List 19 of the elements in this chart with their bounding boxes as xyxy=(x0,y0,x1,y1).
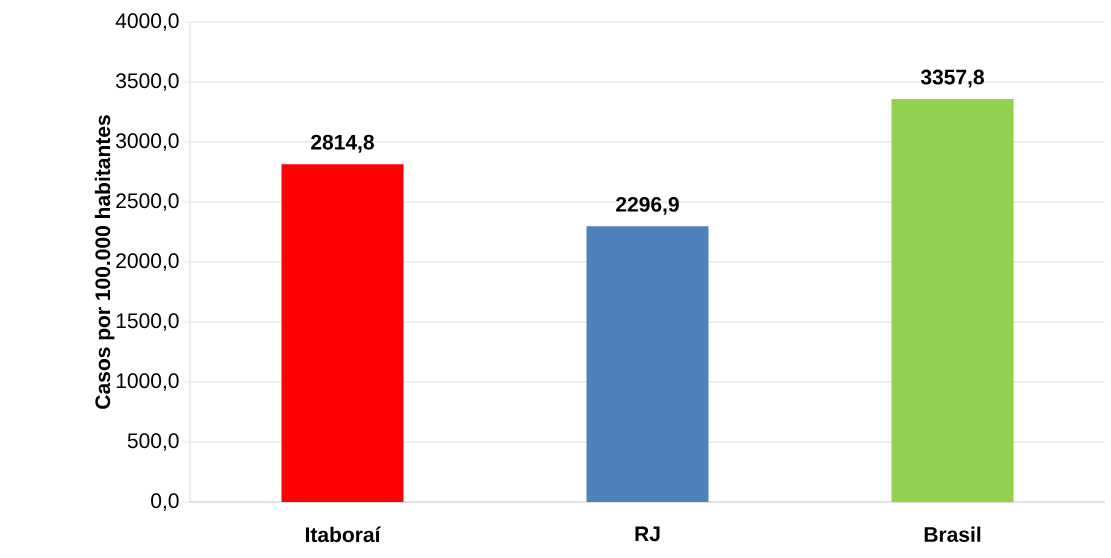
y-tick-label: 0,0 xyxy=(151,493,179,511)
y-tick-label: 2000,0 xyxy=(116,253,179,271)
x-tick-label: Brasil xyxy=(924,526,981,542)
y-tick-label: 500,0 xyxy=(127,433,179,451)
y-tick-label: 3500,0 xyxy=(116,73,179,91)
bar xyxy=(281,164,404,502)
y-tick-label: 1000,0 xyxy=(116,373,179,391)
data-label: 2296,9 xyxy=(616,196,679,215)
x-tick-label: Itaboraí xyxy=(305,526,381,543)
y-tick-label: 3000,0 xyxy=(116,133,179,151)
bar xyxy=(586,226,709,502)
data-label: 3357,8 xyxy=(920,69,984,88)
y-axis-title: Casos por 100.000 habitantes xyxy=(94,115,115,409)
y-tick-label: 4000,0 xyxy=(115,13,179,31)
x-tick-label: RJ xyxy=(635,526,660,542)
y-tick-label: 1500,0 xyxy=(116,313,179,331)
data-label: 2814,8 xyxy=(311,134,374,153)
y-tick-label: 2500,0 xyxy=(116,193,179,211)
bar xyxy=(891,99,1014,502)
